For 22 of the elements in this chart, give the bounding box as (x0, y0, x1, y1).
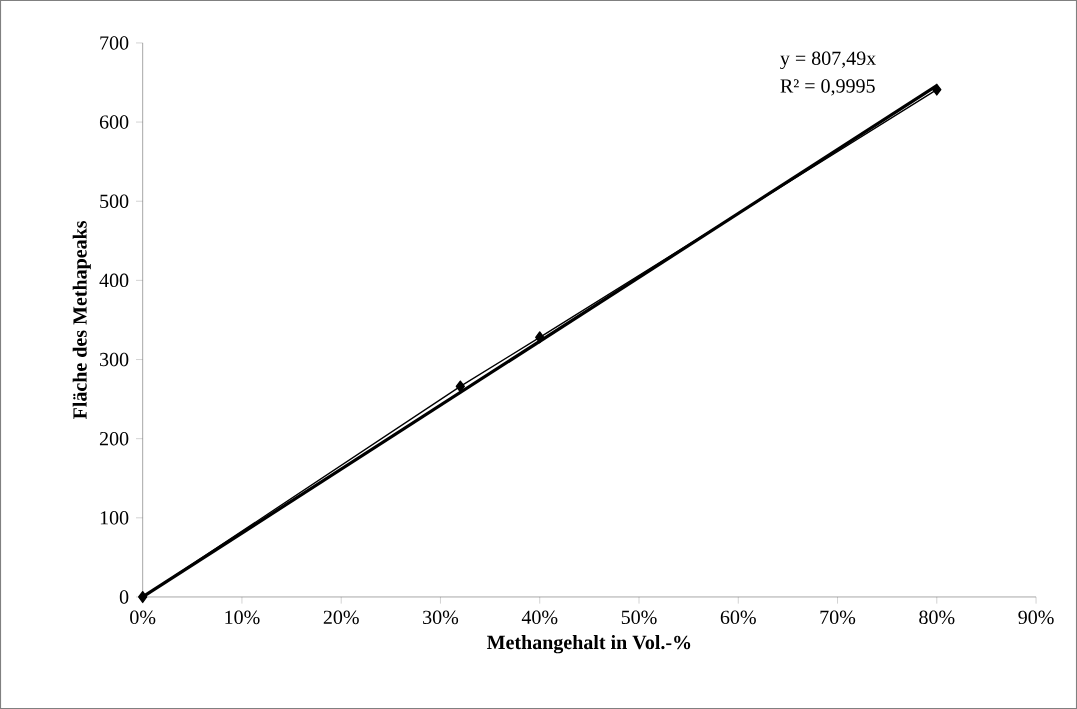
y-tick-label: 700 (100, 36, 129, 50)
x-tick-label: 0% (130, 610, 156, 625)
x-tick-label: 60% (720, 610, 756, 625)
x-tick-label: 10% (225, 610, 260, 625)
y-tick-label: 200 (99, 431, 129, 446)
y-tick-label: 500 (100, 194, 129, 208)
y-tick-label: 600 (99, 115, 129, 129)
x-tick-label: 30% (423, 610, 459, 625)
x-tick-label: 20% (323, 610, 359, 625)
annotation: y = 807,49x (780, 51, 876, 70)
x-tick-label: 70% (820, 610, 856, 625)
y-tick-label: 100 (100, 511, 129, 525)
y-tick-label: 400 (99, 273, 129, 288)
y-tick-label: 0 (119, 590, 129, 604)
x-tick-label: 90% (1018, 610, 1054, 625)
y-tick-label: 300 (100, 352, 129, 367)
annotation: R² = 0,9995 (780, 79, 875, 96)
x-tick-label: 50% (621, 610, 657, 625)
y-axis-title: Fläche des Methapeaks (72, 220, 91, 420)
x-tick-label: 40% (521, 610, 558, 625)
x-axis-title: Methangehalt in Vol.-% (487, 635, 691, 654)
x-tick-label: 80% (919, 610, 955, 625)
